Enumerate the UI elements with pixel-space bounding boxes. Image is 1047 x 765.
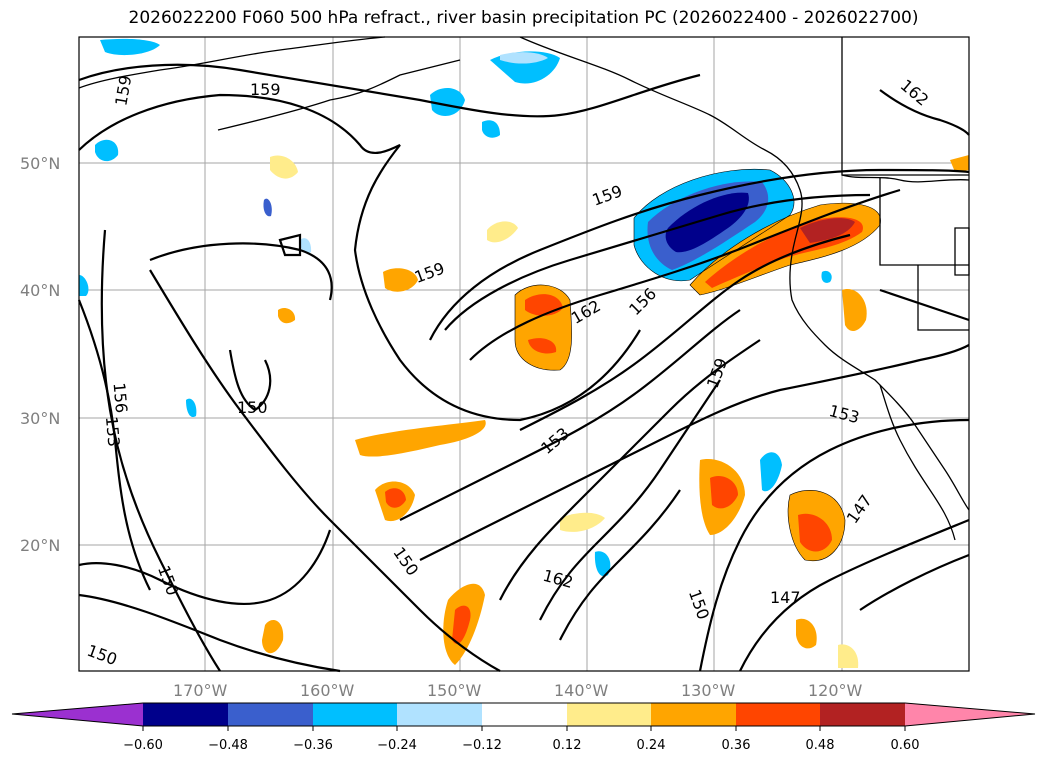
lon-label: 170°W <box>173 681 228 700</box>
precip-shading <box>79 38 969 668</box>
colorbar-extend-low <box>12 703 143 726</box>
colorbar-bin <box>397 703 482 726</box>
colorbar-tick-label: −0.60 <box>123 738 163 753</box>
lat-label: 50°N <box>20 154 60 173</box>
contour-label: 156 <box>110 382 132 414</box>
colorbar: −0.60 −0.48 −0.36 −0.24 −0.12 0.12 0.24 … <box>11 702 1036 753</box>
lat-label: 20°N <box>20 536 60 555</box>
colorbar-tick-label: 0.36 <box>722 738 751 753</box>
contour-label: 147 <box>770 588 801 607</box>
graticule <box>79 37 969 671</box>
lat-label: 30°N <box>20 409 60 428</box>
lon-label: 120°W <box>808 681 863 700</box>
colorbar-bin <box>482 703 567 726</box>
contour-label: 150 <box>237 398 268 417</box>
colorbar-extend-high <box>905 703 1035 726</box>
colorbar-tick-label: 0.12 <box>553 738 582 753</box>
colorbar-tick-label: −0.24 <box>377 738 417 753</box>
colorbar-bin <box>143 703 228 726</box>
colorbar-bin <box>736 703 820 726</box>
lon-label: 150°W <box>427 681 482 700</box>
colorbar-tick-label: 0.60 <box>891 738 920 753</box>
map-frame <box>78 36 970 672</box>
lat-label: 40°N <box>20 281 60 300</box>
refractivity-contours <box>77 63 970 673</box>
colorbar-bin <box>313 703 397 726</box>
colorbar-bin <box>228 703 313 726</box>
colorbar-tick-label: −0.36 <box>293 738 333 753</box>
latitude-labels: 50°N 40°N 30°N 20°N <box>20 154 60 555</box>
colorbar-bin <box>651 703 736 726</box>
colorbar-tick-label: 0.24 <box>637 738 666 753</box>
colorbar-bin <box>567 703 651 726</box>
shade-outlines <box>514 168 881 562</box>
contour-label: 159 <box>250 80 281 99</box>
colorbar-tick-label: −0.12 <box>462 738 502 753</box>
colorbar-tick-label: 0.48 <box>806 738 835 753</box>
longitude-labels: 170°W 160°W 150°W 140°W 130°W 120°W <box>173 681 863 700</box>
map-title: 2026022200 F060 500 hPa refract., river … <box>128 8 919 28</box>
lon-label: 140°W <box>554 681 609 700</box>
lon-label: 160°W <box>300 681 355 700</box>
lon-label: 130°W <box>681 681 736 700</box>
colorbar-bin <box>820 703 905 726</box>
contour-label: 153 <box>102 416 124 448</box>
colorbar-tick-label: −0.48 <box>208 738 248 753</box>
